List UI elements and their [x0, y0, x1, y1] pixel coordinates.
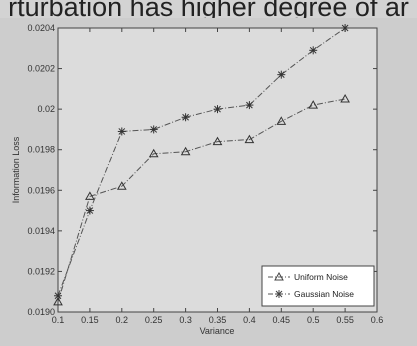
data-point-uniform: [340, 93, 350, 103]
y-tick-label: 0.0202: [27, 64, 55, 74]
star-stroke: [118, 128, 126, 135]
legend: Uniform Noise Gaussian Noise: [261, 265, 375, 307]
plot-area: [57, 27, 378, 313]
star-stroke: [54, 292, 62, 300]
data-point-gaussian: [213, 105, 222, 114]
x-tick-label: 0.3: [179, 315, 192, 325]
data-point-uniform: [148, 148, 159, 158]
x-axis-label: Variance: [200, 326, 235, 336]
x-tick-label: 0.35: [209, 315, 227, 325]
legend-marker-uniform: [274, 271, 284, 281]
x-tick-label: 0.4: [243, 315, 256, 325]
data-point-uniform: [53, 296, 63, 306]
y-tick-label: 0.0204: [27, 23, 55, 33]
x-tick-label: 0.2: [116, 315, 129, 325]
data-point-gaussian: [85, 206, 94, 215]
x-tick-label: 0.1: [52, 315, 65, 325]
data-point-gaussian: [54, 291, 62, 300]
legend-label-uniform: Uniform Noise: [294, 272, 348, 282]
y-tick-label: 0.0196: [27, 185, 55, 195]
star-stroke: [150, 126, 158, 133]
x-tick-label: 0.5: [307, 315, 320, 325]
data-point-uniform: [308, 100, 319, 109]
data-point-gaussian: [149, 125, 158, 134]
data-point-uniform: [116, 181, 127, 190]
line-chart: 0.1 0.15 0.2 0.25 0.3 0.35 0.4 0.45 0.5 0.55 0.6 0…: [11, 23, 384, 336]
star-stroke: [246, 101, 253, 109]
y-tick-label: 0.0198: [27, 145, 55, 155]
star-stroke: [341, 24, 349, 32]
x-tick-label: 0.15: [81, 315, 99, 325]
y-tick-label: 0.0190: [27, 307, 55, 317]
series-line-uniform: [57, 98, 346, 303]
y-tick-label: 0.0192: [27, 266, 55, 276]
figure-area: 0.1 0.15 0.2 0.25 0.3 0.35 0.4 0.45 0.5 0.55 0.6 0…: [0, 18, 417, 346]
data-point-uniform: [244, 134, 255, 144]
data-point-uniform: [85, 191, 95, 200]
data-point-gaussian: [277, 70, 286, 79]
y-tick-label: 0.0194: [27, 226, 55, 236]
data-point-gaussian: [117, 127, 126, 136]
data-point-uniform: [180, 146, 191, 156]
data-point-uniform: [212, 136, 223, 146]
y-axis-label: Information Loss: [11, 136, 21, 203]
caption-text: rturbation has higher degree of ar: [8, 0, 409, 22]
x-axis: 0.1 0.15 0.2 0.25 0.3 0.35 0.4 0.45 0.5 0.55 0.6: [52, 28, 384, 325]
x-tick-label: 0.6: [371, 315, 384, 325]
data-point-uniform: [276, 116, 287, 125]
data-point-gaussian: [245, 101, 254, 110]
star-stroke: [86, 207, 94, 214]
y-tick-label: 0.02: [37, 104, 55, 114]
data-point-gaussian: [181, 113, 190, 122]
legend-label-gaussian: Gaussian Noise: [294, 289, 354, 299]
legend-marker-gaussian: [275, 290, 283, 298]
y-axis: 0.0190 0.0192 0.0194 0.0196 0.0198 0.02 0.0202…: [27, 23, 377, 317]
legend-box: [261, 265, 375, 307]
series-layer: [53, 24, 350, 306]
x-tick-label: 0.55: [336, 315, 354, 325]
star-stroke: [309, 46, 317, 54]
x-tick-label: 0.45: [273, 315, 291, 325]
series-line-gaussian: [57, 27, 346, 296]
star-stroke: [214, 105, 221, 113]
star-stroke: [182, 113, 189, 121]
x-tick-label: 0.25: [145, 315, 163, 325]
data-point-gaussian: [309, 46, 318, 55]
star-stroke: [277, 71, 285, 79]
data-point-gaussian: [341, 24, 350, 32]
